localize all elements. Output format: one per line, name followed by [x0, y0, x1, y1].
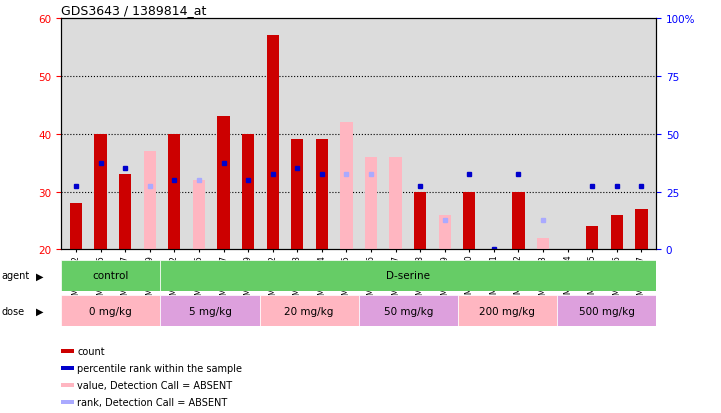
Text: ▶: ▶	[36, 306, 43, 316]
Bar	[143, 152, 156, 250]
Bar	[61, 349, 74, 353]
Bar	[291, 140, 304, 250]
Bar	[635, 209, 647, 250]
Bar	[458, 295, 557, 326]
Bar	[61, 366, 74, 370]
Bar	[414, 192, 426, 250]
Bar	[359, 295, 458, 326]
Bar	[438, 215, 451, 250]
Text: value, Detection Call = ABSENT: value, Detection Call = ABSENT	[77, 380, 232, 390]
Text: control: control	[93, 271, 129, 281]
Text: D-serine: D-serine	[386, 271, 430, 281]
Text: GDS3643 / 1389814_at: GDS3643 / 1389814_at	[61, 5, 207, 17]
Bar	[463, 192, 475, 250]
Bar	[217, 117, 230, 250]
Bar	[537, 238, 549, 250]
Text: 500 mg/kg: 500 mg/kg	[579, 306, 634, 316]
Bar	[161, 295, 260, 326]
Bar	[61, 295, 161, 326]
Bar	[119, 175, 131, 250]
Bar	[70, 204, 82, 250]
Bar	[267, 36, 279, 250]
Text: agent: agent	[1, 271, 30, 281]
Bar	[365, 157, 377, 250]
Bar	[61, 260, 161, 291]
Text: percentile rank within the sample: percentile rank within the sample	[77, 363, 242, 373]
Text: dose: dose	[1, 306, 25, 316]
Bar	[94, 134, 107, 250]
Bar	[168, 134, 180, 250]
Bar	[316, 140, 328, 250]
Bar	[513, 192, 525, 250]
Bar	[586, 227, 598, 250]
Bar	[193, 180, 205, 250]
Text: ▶: ▶	[36, 271, 43, 281]
Text: rank, Detection Call = ABSENT: rank, Detection Call = ABSENT	[77, 397, 228, 407]
Bar	[161, 260, 656, 291]
Text: 0 mg/kg: 0 mg/kg	[89, 306, 132, 316]
Bar	[242, 134, 255, 250]
Text: 200 mg/kg: 200 mg/kg	[479, 306, 535, 316]
Text: 5 mg/kg: 5 mg/kg	[189, 306, 231, 316]
Text: 20 mg/kg: 20 mg/kg	[285, 306, 334, 316]
Bar	[260, 295, 359, 326]
Text: 50 mg/kg: 50 mg/kg	[384, 306, 433, 316]
Bar	[611, 215, 623, 250]
Bar	[61, 383, 74, 387]
Bar	[389, 157, 402, 250]
Bar	[61, 400, 74, 404]
Text: count: count	[77, 347, 105, 356]
Bar	[340, 123, 353, 250]
Bar	[557, 295, 656, 326]
